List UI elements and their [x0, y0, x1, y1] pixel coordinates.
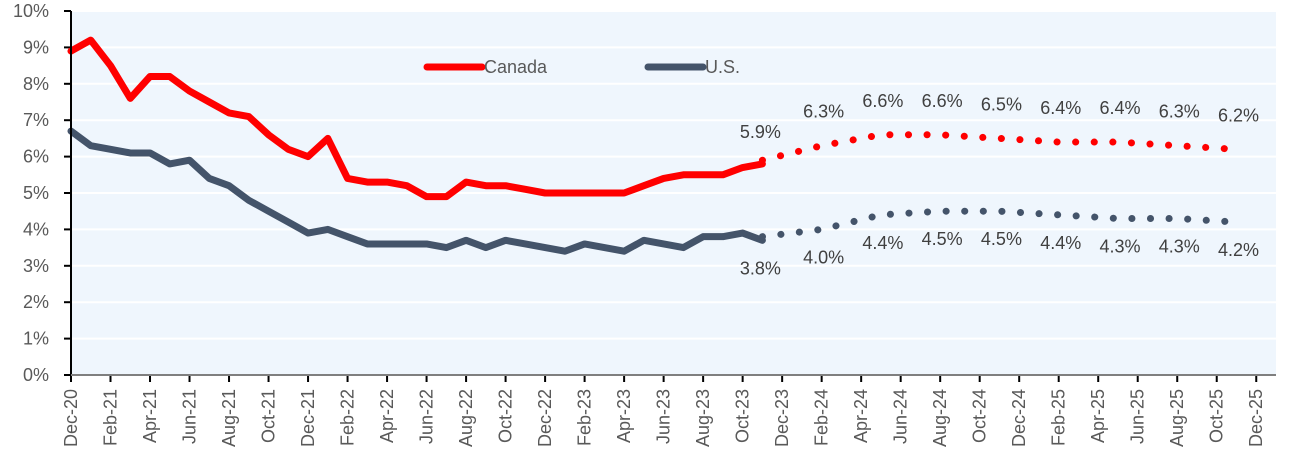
legend: Canada U.S.: [423, 57, 740, 77]
x-tick-label: Oct-23: [733, 389, 753, 443]
x-tick-label: Dec-23: [772, 389, 792, 447]
x-tick-label: Feb-23: [575, 389, 595, 446]
data-label-us: 4.3%: [1159, 236, 1200, 256]
series-forecast-us: [758, 207, 1240, 241]
x-tick-label: Feb-21: [101, 389, 121, 446]
data-label-us: 4.3%: [1099, 236, 1140, 256]
x-tick-label: Jun-24: [891, 389, 911, 444]
y-tick-label: 8%: [23, 74, 49, 94]
y-tick-label: 2%: [23, 292, 49, 312]
data-label-canada: 6.4%: [1040, 98, 1081, 118]
x-tick-label: Oct-24: [970, 389, 990, 443]
data-label-canada: 6.3%: [1159, 102, 1200, 122]
y-tick-label: 7%: [23, 110, 49, 130]
data-label-canada: 6.5%: [981, 94, 1022, 114]
data-labels: 5.9% 6.3% 6.6% 6.6% 6.5% 6.4% 6.4% 6.3% 6.2% 3.8%…: [740, 91, 1259, 279]
y-tick-label: 5%: [23, 183, 49, 203]
data-label-us: 4.5%: [922, 229, 963, 249]
data-label-canada: 5.9%: [740, 122, 781, 142]
data-label-us: 4.2%: [1218, 240, 1259, 260]
x-tick-label: Jun-21: [180, 389, 200, 444]
x-tick-label: Jun-22: [417, 389, 437, 444]
x-tick-label: Apr-21: [140, 389, 160, 443]
x-tick-label: Jun-25: [1128, 389, 1148, 444]
x-tick-label: Feb-24: [812, 389, 832, 446]
data-label-us: 4.5%: [981, 229, 1022, 249]
y-tick-label: 10%: [13, 1, 49, 21]
y-tick-label: 9%: [23, 37, 49, 57]
data-label-canada: 6.2%: [1218, 105, 1259, 125]
data-label-canada: 6.3%: [803, 102, 844, 122]
y-tick-label: 1%: [23, 329, 49, 349]
x-tick-label: Dec-20: [61, 389, 81, 447]
x-tick-label: Jun-23: [654, 389, 674, 444]
x-tick-label: Apr-25: [1088, 389, 1108, 443]
x-tick-label: Feb-25: [1049, 389, 1069, 446]
y-tick-label: 0%: [23, 365, 49, 385]
x-tick-label: Apr-22: [377, 389, 397, 443]
x-tick-label: Apr-24: [851, 389, 871, 443]
x-tick-label: Oct-22: [496, 389, 516, 443]
legend-label-canada: Canada: [484, 57, 548, 77]
x-tick-label: Aug-23: [693, 389, 713, 447]
series-group: [67, 36, 1240, 255]
x-tick-label: Oct-21: [259, 389, 279, 443]
data-label-us: 3.8%: [740, 259, 781, 279]
y-axis-ticks: 0% 1% 2% 3% 4% 5% 6% 7% 8% 9% 10%: [13, 1, 71, 385]
series-line-us: [67, 127, 766, 255]
x-tick-label: Aug-21: [219, 389, 239, 447]
y-tick-label: 4%: [23, 219, 49, 239]
axes: [70, 11, 1276, 382]
series-forecast-canada: [758, 131, 1240, 164]
x-tick-label: Dec-24: [1009, 389, 1029, 447]
gridlines: [71, 10, 1276, 340]
y-tick-label: 6%: [23, 147, 49, 167]
legend-label-us: U.S.: [705, 57, 740, 77]
x-tick-label: Aug-24: [930, 389, 950, 447]
y-tick-label: 3%: [23, 256, 49, 276]
data-label-canada: 6.6%: [922, 91, 963, 111]
x-tick-label: Feb-22: [338, 389, 358, 446]
x-tick-label: Dec-25: [1246, 389, 1266, 447]
x-axis-ticks: Dec-20 Feb-21 Apr-21 Jun-21 Aug-21 Oct-21 Dec-…: [61, 375, 1266, 447]
x-tick-label: Apr-23: [614, 389, 634, 443]
x-tick-label: Oct-25: [1207, 389, 1227, 443]
data-label-canada: 6.6%: [862, 91, 903, 111]
series-line-canada: [67, 36, 766, 201]
x-tick-label: Dec-22: [535, 389, 555, 447]
data-label-us: 4.4%: [1040, 233, 1081, 253]
data-label-us: 4.0%: [803, 247, 844, 267]
x-tick-label: Aug-22: [456, 389, 476, 447]
data-label-canada: 6.4%: [1099, 98, 1140, 118]
x-tick-label: Aug-25: [1167, 389, 1187, 447]
data-label-us: 4.4%: [862, 233, 903, 253]
x-tick-label: Dec-21: [298, 389, 318, 447]
